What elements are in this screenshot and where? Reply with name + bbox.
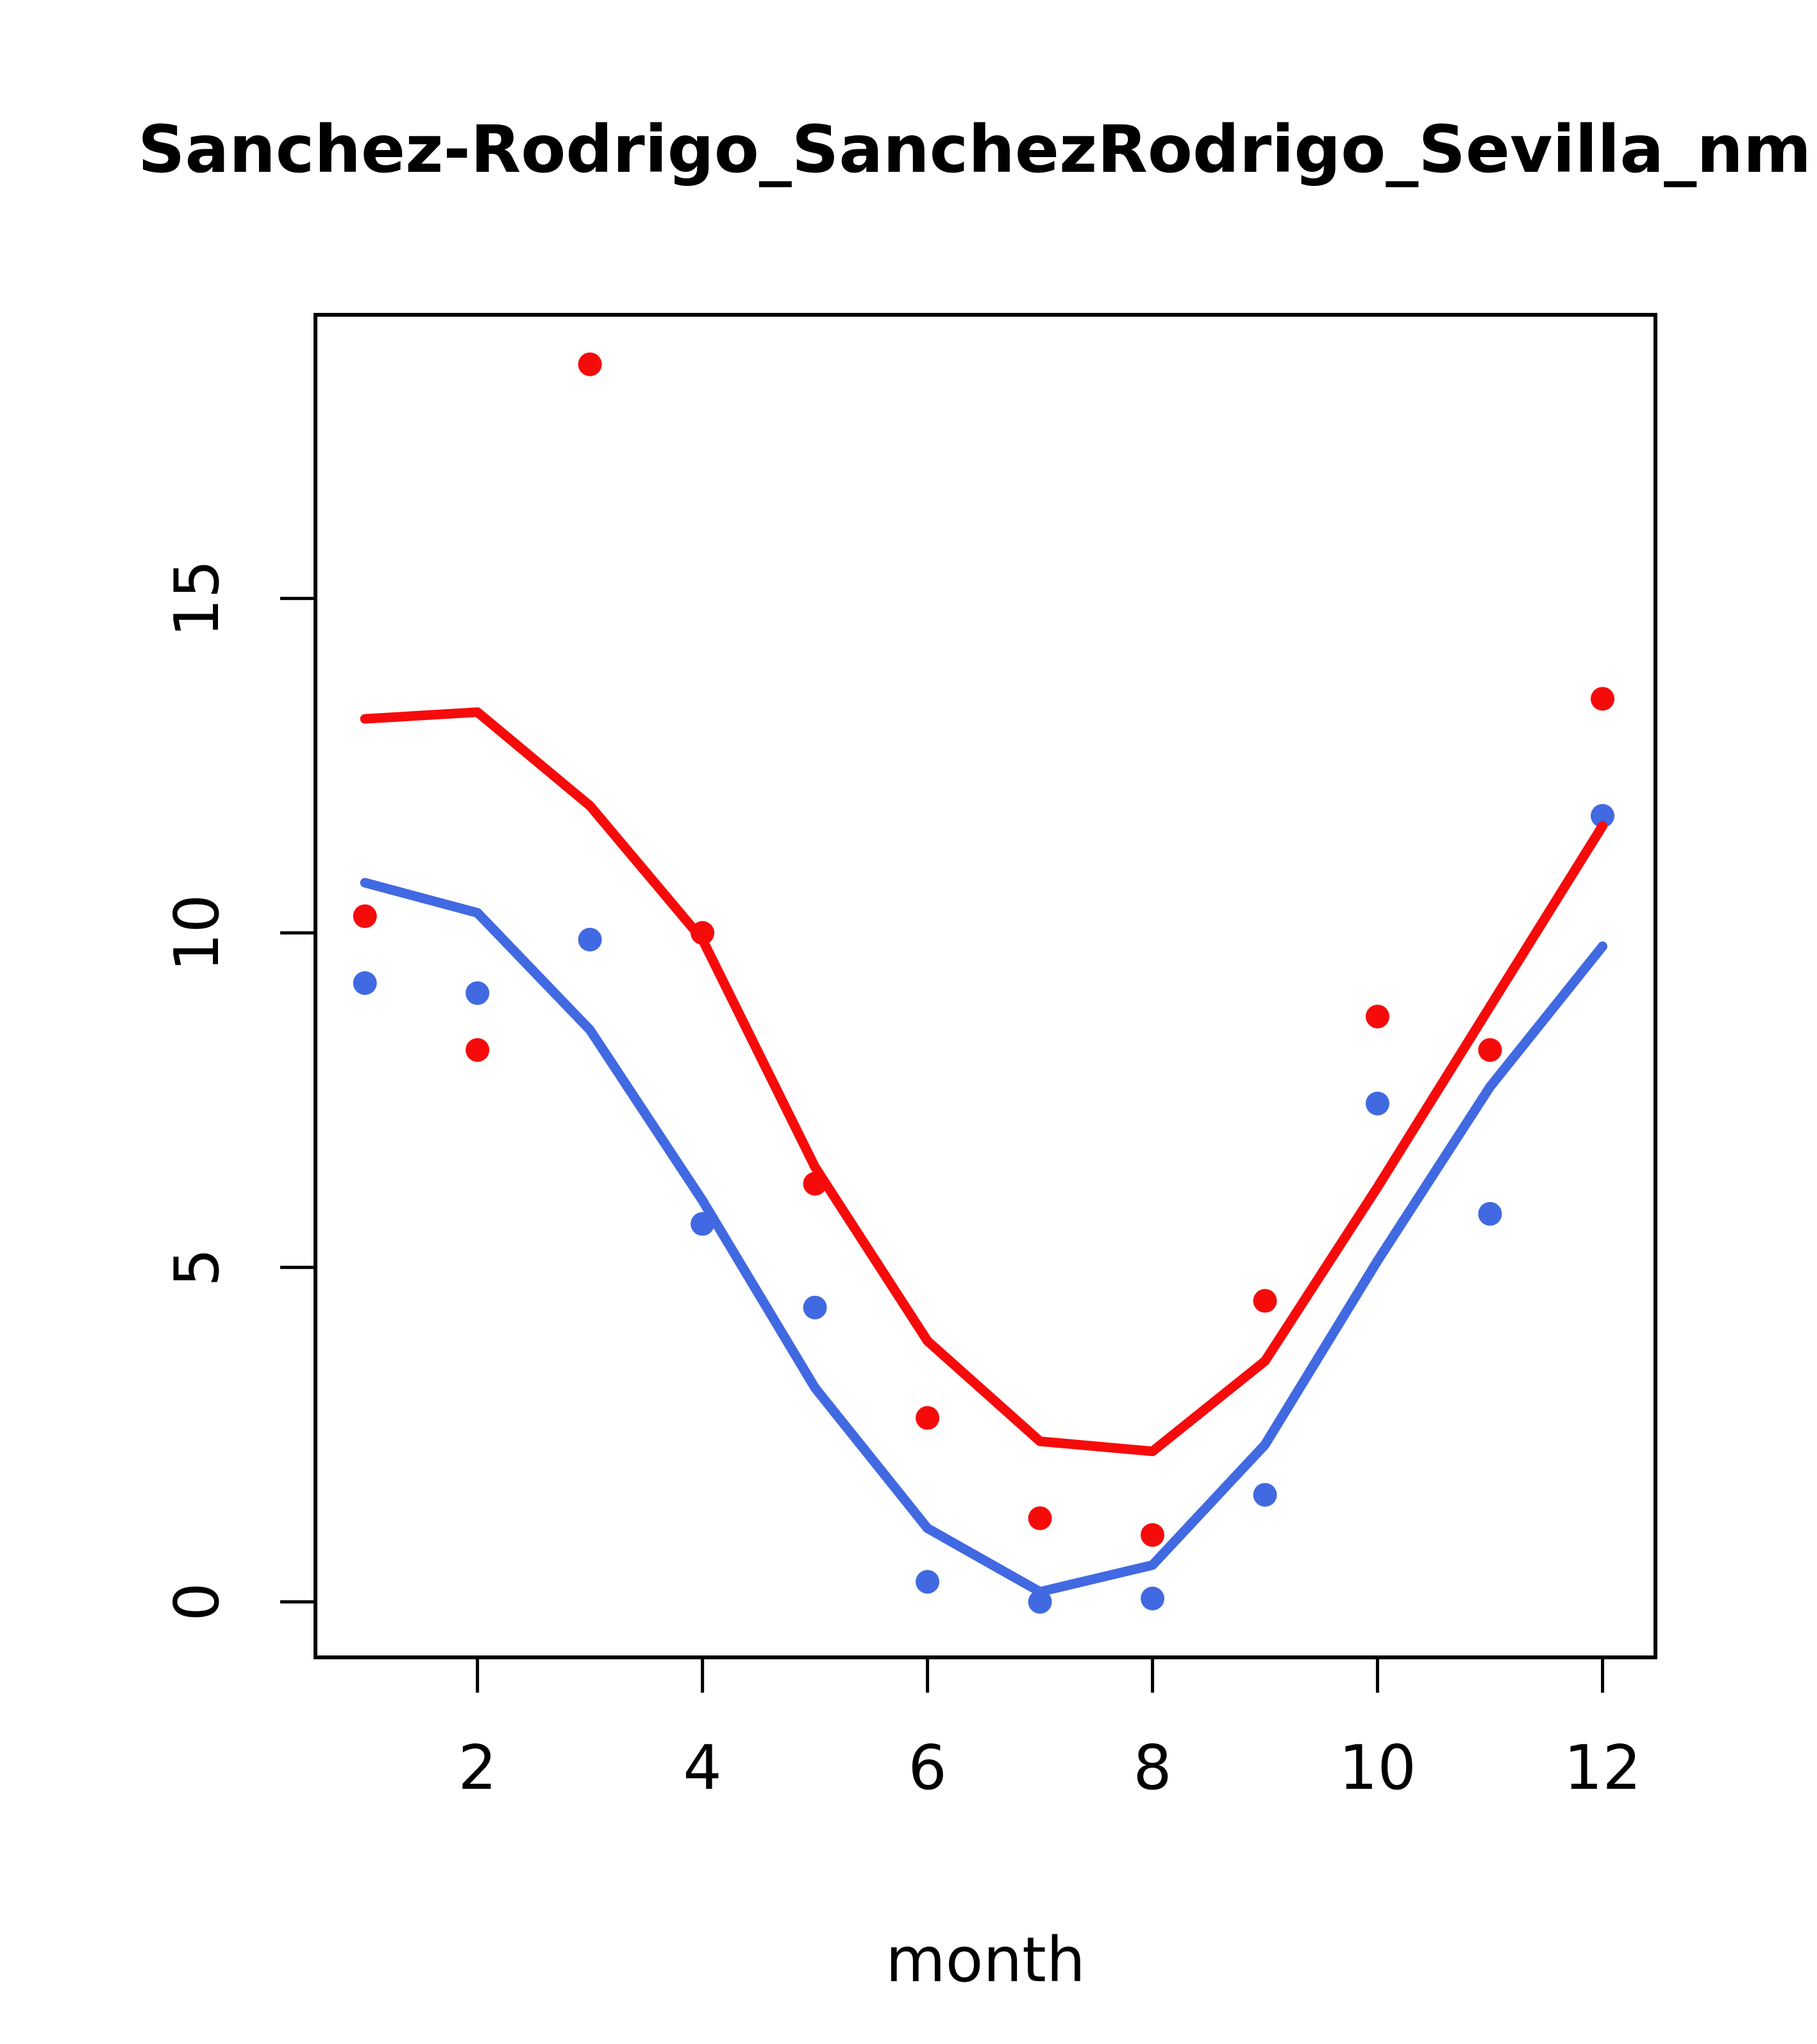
blue-point <box>1366 1091 1390 1116</box>
blue-point <box>916 1570 940 1594</box>
blue-point <box>1591 803 1615 828</box>
red-point <box>1028 1506 1052 1530</box>
x-tick-label: 2 <box>458 1733 496 1804</box>
x-tick-label: 6 <box>908 1733 946 1804</box>
red-point <box>1591 687 1615 711</box>
plot-box <box>314 313 1657 1659</box>
x-tick-label: 10 <box>1339 1733 1416 1804</box>
chart-title: Sanchez-Rodrigo_SanchezRodrigo_Sevilla_n… <box>138 112 1812 188</box>
blue-point <box>353 971 377 995</box>
blue-point <box>1253 1482 1277 1507</box>
red-point <box>465 1038 490 1062</box>
y-tick-label: 5 <box>162 1248 233 1287</box>
red-point <box>1366 1004 1390 1028</box>
blue-point <box>1028 1589 1052 1614</box>
x-axis-label: month <box>885 1924 1085 1996</box>
red-point <box>1141 1523 1165 1547</box>
blue-point <box>1141 1586 1165 1611</box>
x-tick-label: 12 <box>1564 1733 1641 1804</box>
blue-point <box>578 927 602 951</box>
red-line <box>360 707 1608 1457</box>
x-tick-label: 8 <box>1133 1733 1171 1804</box>
y-tick-label: 15 <box>162 560 233 637</box>
red-point <box>353 904 377 928</box>
blue-point <box>465 981 490 1005</box>
red-point <box>916 1405 940 1430</box>
y-tick-label: 0 <box>162 1582 233 1621</box>
red-point <box>1478 1038 1502 1062</box>
red-point <box>578 352 602 376</box>
blue-point <box>1478 1202 1502 1226</box>
blue-line <box>360 878 1608 1597</box>
blue-point <box>803 1295 827 1319</box>
y-tick-label: 10 <box>162 894 233 972</box>
red-point <box>1253 1289 1277 1313</box>
x-tick-label: 4 <box>683 1733 721 1804</box>
